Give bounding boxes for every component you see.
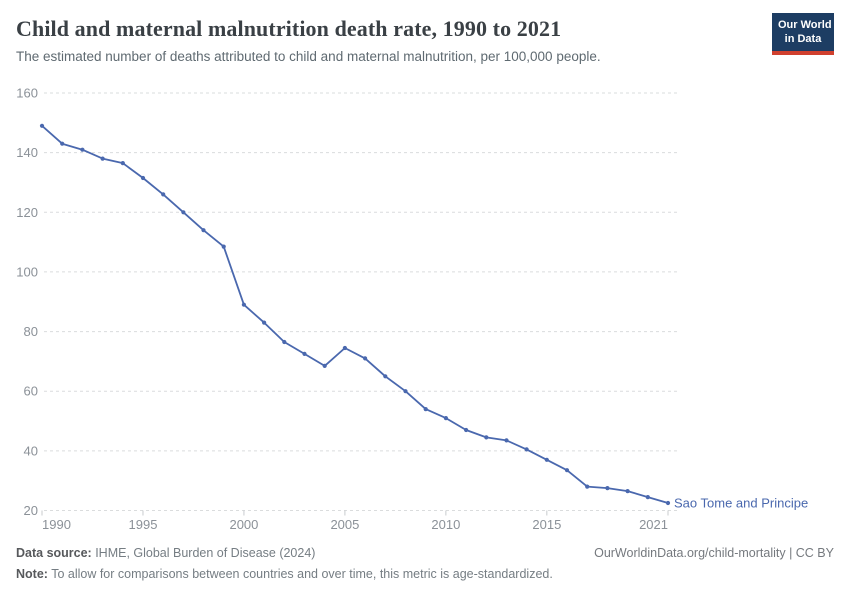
x-axis-tick-label: 1990 (42, 517, 71, 532)
data-point[interactable] (645, 495, 650, 500)
series-label[interactable]: Sao Tome and Principe (674, 496, 808, 511)
data-point[interactable] (464, 427, 469, 433)
data-point[interactable] (100, 156, 105, 161)
data-source: Data source: IHME, Global Burden of Dise… (16, 546, 315, 560)
y-axis-tick-label: 20 (24, 503, 38, 518)
data-point[interactable] (524, 447, 529, 452)
data-point[interactable] (625, 489, 630, 494)
data-point[interactable] (262, 320, 267, 325)
y-axis-tick-label: 100 (16, 264, 38, 279)
data-point[interactable] (302, 351, 307, 356)
canonical-link[interactable]: OurWorldinData.org/child-mortality | CC … (594, 546, 834, 560)
data-point[interactable] (363, 356, 368, 361)
x-axis-tick-label: 2021 (639, 517, 668, 532)
data-point[interactable] (564, 468, 570, 473)
chart-note: Note: To allow for comparisons between c… (16, 567, 834, 581)
chart-footer: Data source: IHME, Global Burden of Dise… (16, 546, 834, 581)
y-axis-tick-label: 80 (24, 324, 38, 339)
y-axis-tick-label: 40 (24, 443, 38, 458)
data-point[interactable] (201, 228, 206, 233)
data-point[interactable] (80, 147, 85, 152)
y-axis-tick-label: 60 (24, 384, 38, 399)
data-point[interactable] (60, 141, 65, 146)
chart-title: Child and maternal malnutrition death ra… (16, 16, 562, 41)
data-point[interactable] (39, 123, 45, 128)
data-point[interactable] (585, 484, 590, 489)
x-axis-tick-label: 2000 (229, 517, 258, 532)
data-point[interactable] (161, 192, 166, 197)
data-point[interactable] (241, 302, 246, 307)
data-point[interactable] (403, 389, 408, 394)
data-point[interactable] (605, 486, 610, 491)
data-source-value: IHME, Global Burden of Disease (2024) (91, 546, 316, 560)
y-axis-tick-label: 120 (16, 205, 38, 220)
chart-header: Child and maternal malnutrition death ra… (0, 0, 850, 64)
data-point[interactable] (383, 374, 388, 379)
y-axis-tick-label: 160 (16, 86, 38, 101)
x-axis-tick-label: 2005 (330, 517, 359, 532)
x-axis-tick-label: 2015 (532, 517, 561, 532)
note-label: Note: (16, 567, 48, 581)
data-point[interactable] (282, 339, 287, 345)
data-point[interactable] (504, 438, 509, 443)
data-point[interactable] (484, 435, 489, 440)
note-value: To allow for comparisons between countri… (47, 567, 553, 581)
owid-logo[interactable]: Our World in Data (772, 13, 834, 55)
data-point[interactable] (443, 416, 448, 421)
y-axis-tick-label: 140 (16, 145, 38, 160)
owid-logo-line2: in Data (784, 33, 822, 46)
data-point[interactable] (140, 175, 146, 181)
owid-logo-line1: Our World (778, 19, 832, 31)
x-axis-tick-label: 2010 (431, 517, 460, 532)
data-point[interactable] (322, 363, 327, 368)
data-point[interactable] (181, 210, 186, 215)
data-point[interactable] (221, 244, 226, 249)
data-point[interactable] (342, 345, 347, 351)
data-point[interactable] (544, 457, 549, 462)
data-point[interactable] (665, 500, 671, 506)
data-point[interactable] (120, 161, 125, 166)
x-axis-tick-label: 1995 (129, 517, 158, 532)
data-source-label: Data source: (16, 546, 92, 560)
data-point[interactable] (423, 407, 428, 412)
data-line[interactable] (41, 124, 669, 504)
chart-subtitle: The estimated number of deaths attribute… (16, 49, 601, 65)
